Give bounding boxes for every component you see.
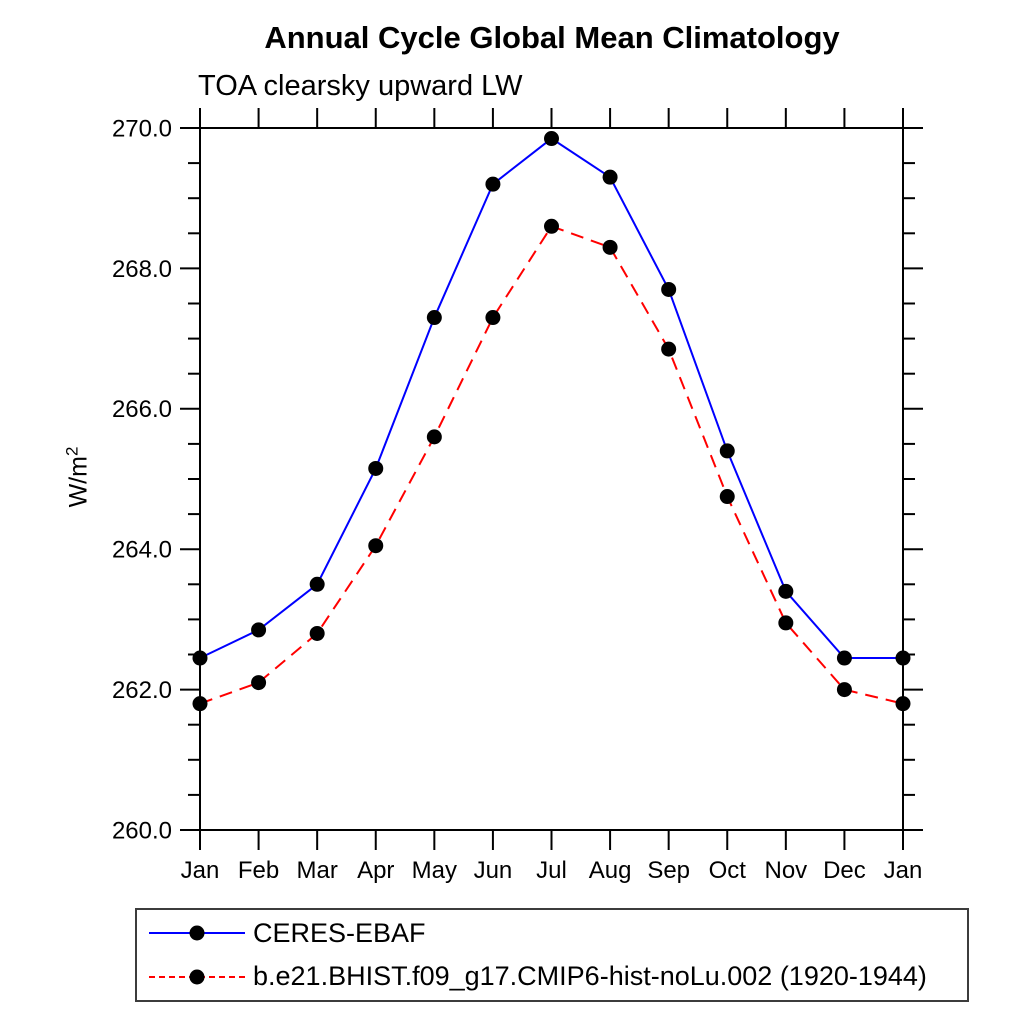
data-point-series-0 [426,310,442,326]
data-point-series-1 [309,625,325,641]
data-point-series-0 [485,176,501,192]
x-tick-label: Feb [238,857,279,884]
data-point-series-1 [544,218,559,234]
legend-label: CERES-EBAF [253,917,426,948]
data-point-series-1 [778,615,794,631]
x-tick-label: Jun [474,857,513,884]
data-point-series-1 [426,429,442,445]
legend-sample-solid-line [149,925,245,941]
data-point-series-0 [544,131,559,147]
data-point-series-1 [251,675,267,691]
x-tick-label: Jan [884,857,923,884]
x-tick-label: May [412,857,457,884]
x-tick-label: Aug [589,857,632,884]
data-point-series-1 [602,239,618,255]
x-tick-label: Jan [181,857,220,884]
data-point-series-1 [192,696,208,712]
x-tick-label: Apr [357,857,394,884]
legend-sample-dashed-line [149,969,245,985]
y-tick-label: 262.0 [112,677,172,704]
data-point-series-1 [719,489,735,505]
x-tick-label: Jul [536,857,567,884]
data-point-series-0 [895,650,911,666]
series-line-0 [199,137,903,660]
legend-item-model: b.e21.BHIST.f09_g17.CMIP6-hist-noLu.002 … [137,957,967,997]
legend-label: b.e21.BHIST.f09_g17.CMIP6-hist-noLu.002 … [253,961,927,992]
y-tick-label: 264.0 [112,537,172,564]
data-point-series-1 [836,682,852,698]
y-tick-label: 266.0 [112,396,172,423]
chart-subtitle: TOA clearsky upward LW [198,70,523,102]
y-tick-label: 260.0 [112,817,172,844]
legend-marker-dot [189,925,205,941]
x-tick-label: Oct [709,857,747,884]
data-point-series-0 [309,576,325,592]
data-point-series-0 [192,650,208,666]
chart-title: Annual Cycle Global Mean Climatology [264,20,840,55]
legend-marker-dot [189,969,205,985]
legend-item-ceres: CERES-EBAF [137,913,967,953]
data-point-series-1 [485,310,501,326]
series-line-1 [199,225,904,705]
data-point-series-0 [251,622,267,638]
legend: CERES-EBAF b.e21.BHIST.f09_g17.CMIP6-his… [135,908,969,1002]
data-point-series-0 [719,443,735,459]
data-point-series-1 [895,696,911,712]
data-point-series-0 [368,460,384,476]
x-tick-label: Mar [296,857,337,884]
data-point-series-0 [778,583,794,599]
x-tick-label: Sep [647,857,690,884]
y-tick-label: 270.0 [112,115,172,142]
data-point-series-0 [602,169,618,185]
data-point-series-0 [661,281,677,297]
data-point-series-1 [368,538,384,554]
x-tick-label: Nov [764,857,807,884]
x-tick-label: Dec [823,857,866,884]
y-tick-label: 268.0 [112,256,172,283]
data-point-series-0 [836,650,852,666]
data-point-series-1 [661,341,677,357]
